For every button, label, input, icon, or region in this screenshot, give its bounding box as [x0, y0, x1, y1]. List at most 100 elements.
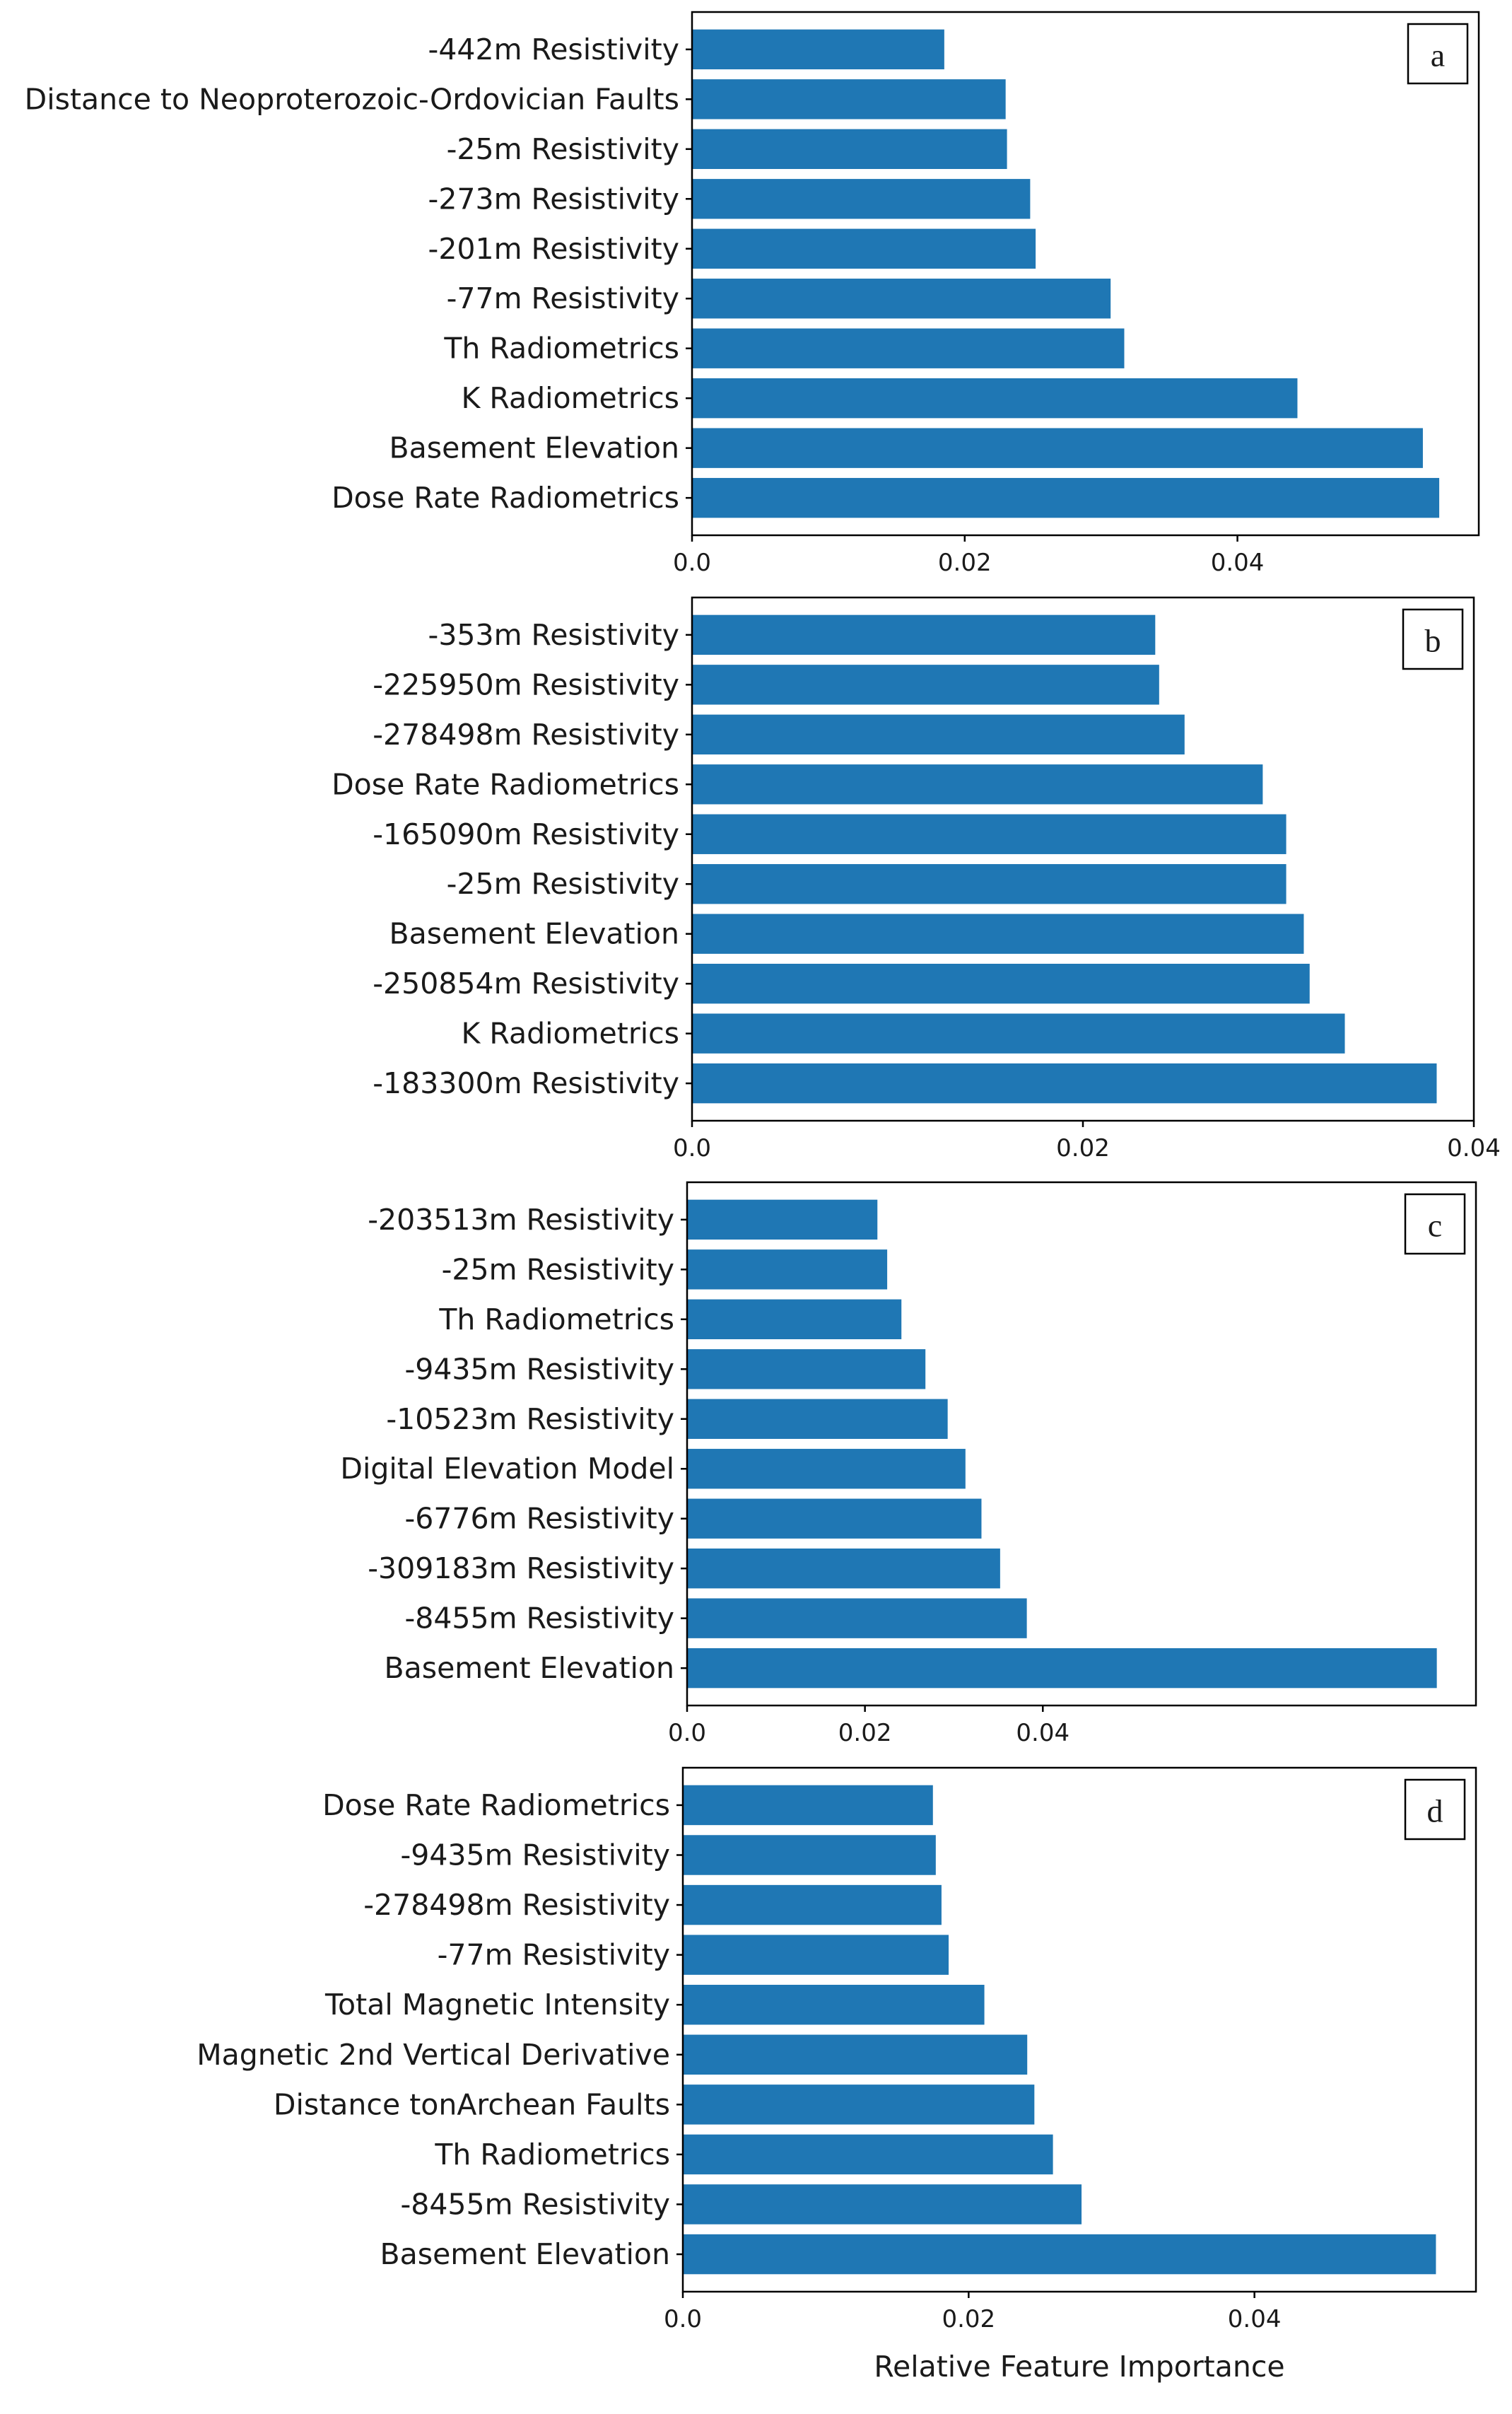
- panel-letter: b: [1425, 623, 1441, 659]
- bar: [692, 714, 1185, 754]
- x-tick-label: 0.02: [838, 1719, 892, 1747]
- panel-letter: a: [1431, 37, 1445, 74]
- category-label: -201m Resistivity: [428, 232, 679, 266]
- bar: [692, 378, 1298, 419]
- bar: [692, 1063, 1437, 1104]
- category-label: Basement Elevation: [389, 431, 679, 465]
- axes-frame: [691, 11, 1480, 537]
- panel-d: Dose Rate Radiometrics -9435m Resistivity…: [197, 1766, 1477, 2384]
- bar: [683, 2234, 1436, 2275]
- category-label: Distance tonArchean Faults: [274, 2087, 670, 2121]
- bar: [687, 1498, 982, 1539]
- bar: [687, 1399, 948, 1439]
- category-label: -6776m Resistivity: [404, 1502, 674, 1536]
- panel-letter: d: [1427, 1793, 1443, 1829]
- panel-a: -442m Resistivity Distance to Neoproteroz…: [25, 11, 1480, 577]
- category-label: K Radiometrics: [461, 381, 679, 415]
- bar: [692, 665, 1159, 705]
- bar: [692, 814, 1287, 854]
- category-label: Dose Rate Radiometrics: [332, 481, 679, 515]
- panel-letter-box: [1404, 1778, 1466, 1841]
- bar: [687, 1449, 966, 1489]
- x-tick-label: 0.0: [668, 1719, 706, 1747]
- bar: [692, 428, 1423, 468]
- category-label: Basement Elevation: [389, 917, 679, 951]
- bar: [692, 228, 1036, 269]
- category-label: -309183m Resistivity: [368, 1551, 674, 1585]
- category-label: -203513m Resistivity: [368, 1203, 674, 1237]
- category-label: -25m Resistivity: [447, 867, 679, 901]
- category-label: -250854m Resistivity: [373, 967, 679, 1001]
- category-label: -25m Resistivity: [447, 132, 679, 166]
- category-label: -9435m Resistivity: [400, 1838, 670, 1872]
- bar: [692, 764, 1263, 805]
- bar: [683, 1984, 985, 2025]
- category-label: Th Radiometrics: [438, 1302, 674, 1336]
- bar: [687, 1199, 878, 1240]
- category-label: K Radiometrics: [461, 1017, 679, 1051]
- bar: [692, 279, 1111, 319]
- category-label: Total Magnetic Intensity: [324, 1988, 670, 2022]
- category-label: -8455m Resistivity: [400, 2188, 670, 2222]
- bar: [687, 1598, 1027, 1638]
- category-label: -442m Resistivity: [428, 33, 679, 66]
- category-label: -353m Resistivity: [428, 618, 679, 652]
- bar: [683, 2034, 1028, 2075]
- bar: [692, 29, 944, 70]
- category-label: Magnetic 2nd Vertical Derivative: [197, 2038, 670, 2072]
- panel-letter-box: [1407, 23, 1469, 85]
- bar: [683, 2134, 1053, 2175]
- axes-frame: [681, 1766, 1477, 2293]
- category-label: -25m Resistivity: [442, 1252, 674, 1286]
- bar: [683, 2084, 1035, 2125]
- bar: [692, 864, 1287, 904]
- category-label: Basement Elevation: [384, 1651, 674, 1685]
- bar: [683, 1884, 942, 1925]
- category-label: Digital Elevation Model: [340, 1452, 674, 1486]
- panel-c: -203513m Resistivity -25m Resistivity Th R…: [340, 1181, 1477, 1747]
- x-tick-label: 0.04: [1228, 2305, 1282, 2333]
- category-label: Distance to Neoproterozoic-Ordovician Fa…: [25, 82, 679, 116]
- bar: [692, 614, 1156, 655]
- category-label: -77m Resistivity: [447, 281, 679, 315]
- axes-frame: [686, 1181, 1477, 1707]
- bar: [687, 1299, 902, 1339]
- bar: [692, 477, 1440, 518]
- bar: [692, 179, 1031, 219]
- bar: [687, 1249, 888, 1290]
- x-axis-title: Relative Feature Importance: [874, 2350, 1284, 2384]
- bar: [687, 1549, 1000, 1589]
- bar: [683, 1835, 936, 1875]
- x-tick-label: 0.0: [673, 1134, 711, 1162]
- panel-letter-box: [1404, 1193, 1466, 1255]
- x-tick-label: 0.0: [673, 549, 711, 577]
- category-label: -278498m Resistivity: [363, 1888, 670, 1922]
- x-tick-label: 0.04: [1211, 549, 1265, 577]
- bar: [692, 328, 1125, 368]
- panel-b: -353m Resistivity -225950m Resistivity -27…: [332, 596, 1501, 1162]
- category-label: -225950m Resistivity: [373, 667, 679, 701]
- bar: [683, 2184, 1082, 2225]
- category-label: -273m Resistivity: [428, 182, 679, 216]
- bar: [687, 1648, 1437, 1689]
- x-tick-label: 0.04: [1447, 1134, 1501, 1162]
- category-label: Dose Rate Radiometrics: [322, 1788, 670, 1822]
- bar: [692, 79, 1006, 119]
- category-label: -77m Resistivity: [438, 1938, 670, 1972]
- category-label: -10523m Resistivity: [386, 1402, 674, 1436]
- x-tick-label: 0.02: [942, 2305, 995, 2333]
- category-label: -278498m Resistivity: [373, 718, 679, 752]
- x-tick-label: 0.02: [1056, 1134, 1110, 1162]
- bar: [692, 964, 1310, 1004]
- bar: [683, 1785, 933, 1826]
- bar: [683, 1935, 949, 1975]
- bar: [692, 1013, 1345, 1054]
- category-label: Basement Elevation: [380, 2237, 670, 2271]
- x-tick-label: 0.0: [664, 2305, 702, 2333]
- bar: [687, 1349, 926, 1389]
- panel-letter: c: [1428, 1208, 1442, 1244]
- category-label: -183300m Resistivity: [373, 1066, 679, 1100]
- category-label: Th Radiometrics: [434, 2138, 670, 2171]
- bar: [692, 129, 1007, 169]
